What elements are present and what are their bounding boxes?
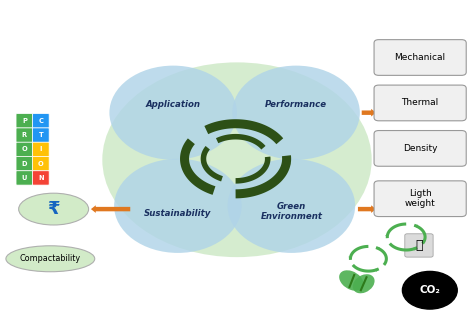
Text: Sustainability: Sustainability bbox=[144, 210, 211, 218]
Circle shape bbox=[402, 272, 457, 309]
Text: Compactability: Compactability bbox=[20, 254, 81, 263]
Text: Green
Environment: Green Environment bbox=[260, 202, 322, 221]
FancyBboxPatch shape bbox=[33, 171, 49, 185]
Text: O: O bbox=[38, 161, 44, 167]
Text: U: U bbox=[22, 175, 27, 181]
Text: I: I bbox=[40, 146, 42, 152]
FancyBboxPatch shape bbox=[16, 171, 33, 185]
Text: N: N bbox=[38, 175, 44, 181]
Text: 🗑: 🗑 bbox=[415, 239, 423, 252]
FancyBboxPatch shape bbox=[16, 142, 33, 156]
Ellipse shape bbox=[228, 159, 355, 253]
Ellipse shape bbox=[232, 66, 360, 160]
Text: O: O bbox=[21, 146, 27, 152]
Text: Thermal: Thermal bbox=[401, 98, 439, 108]
Ellipse shape bbox=[18, 193, 89, 225]
FancyBboxPatch shape bbox=[33, 156, 49, 171]
Text: T: T bbox=[38, 132, 43, 138]
FancyBboxPatch shape bbox=[374, 85, 466, 121]
Text: CO₂: CO₂ bbox=[419, 285, 440, 295]
Ellipse shape bbox=[353, 274, 374, 293]
FancyBboxPatch shape bbox=[374, 181, 466, 216]
Text: Density: Density bbox=[403, 144, 438, 153]
FancyBboxPatch shape bbox=[374, 130, 466, 166]
FancyBboxPatch shape bbox=[16, 128, 33, 142]
Ellipse shape bbox=[109, 66, 237, 160]
FancyBboxPatch shape bbox=[374, 40, 466, 75]
FancyBboxPatch shape bbox=[33, 142, 49, 156]
Ellipse shape bbox=[6, 246, 95, 272]
Text: D: D bbox=[22, 161, 27, 167]
Text: Mechanical: Mechanical bbox=[394, 53, 446, 62]
Text: Ligth
weight: Ligth weight bbox=[405, 189, 436, 208]
FancyBboxPatch shape bbox=[33, 128, 49, 142]
FancyBboxPatch shape bbox=[33, 114, 49, 128]
FancyBboxPatch shape bbox=[405, 234, 433, 257]
Ellipse shape bbox=[339, 270, 364, 291]
FancyBboxPatch shape bbox=[16, 156, 33, 171]
FancyBboxPatch shape bbox=[16, 114, 33, 128]
Text: C: C bbox=[38, 118, 43, 124]
Text: P: P bbox=[22, 118, 27, 124]
Ellipse shape bbox=[102, 62, 372, 257]
Text: Performance: Performance bbox=[265, 100, 327, 109]
Ellipse shape bbox=[114, 159, 242, 253]
Text: Application: Application bbox=[146, 100, 201, 109]
Text: ₹: ₹ bbox=[47, 200, 60, 218]
Text: R: R bbox=[22, 132, 27, 138]
